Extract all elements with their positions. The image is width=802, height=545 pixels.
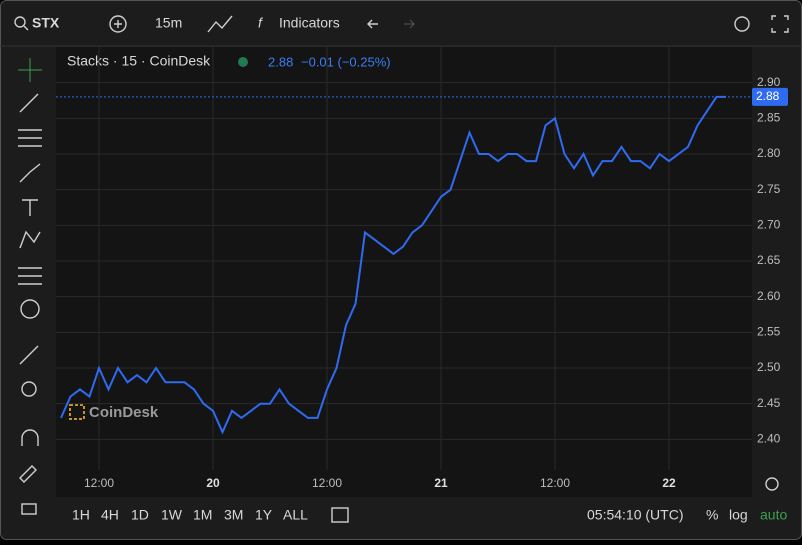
left-toolbar: [18, 58, 42, 515]
y-tick-label: 2.75: [757, 182, 781, 196]
crosshair-tool[interactable]: [18, 58, 42, 82]
watermark-logo: [69, 404, 85, 420]
date-range-icon[interactable]: [331, 507, 349, 523]
emoji-tool[interactable]: [20, 299, 40, 319]
pattern-tool[interactable]: [19, 230, 41, 249]
lock-draw-tool[interactable]: [19, 465, 37, 483]
y-tick-label: 2.45: [757, 396, 781, 410]
y-tick-label: 2.50: [757, 360, 781, 374]
y-tick-label: 2.85: [757, 111, 781, 125]
magnet-tool[interactable]: [21, 429, 39, 446]
fib-tool[interactable]: [18, 129, 42, 147]
watermark: CoinDesk: [89, 404, 159, 421]
y-tick-label: 2.70: [757, 218, 781, 232]
ruler-tool[interactable]: [19, 345, 39, 365]
legend-price: 2.88: [268, 54, 293, 69]
x-tick-label: 12:00: [84, 476, 114, 490]
y-tick-label: 2.90: [757, 75, 781, 89]
x-tick-label: 22: [662, 476, 676, 490]
last-price-badge: [752, 87, 788, 106]
search-icon: [23, 25, 29, 31]
x-tick-label: 12:00: [312, 476, 342, 490]
legend-change: −0.01 (−0.25%): [301, 54, 391, 69]
range-button[interactable]: 1M: [193, 507, 212, 523]
redo-icon: [404, 19, 415, 29]
log-toggle[interactable]: log: [729, 507, 748, 523]
percent-toggle[interactable]: %: [706, 507, 718, 523]
zoom-tool[interactable]: [21, 381, 37, 397]
text-tool[interactable]: [22, 199, 38, 216]
legend-title: Stacks · 15 · CoinDesk: [67, 53, 211, 69]
range-button[interactable]: 4H: [101, 507, 119, 523]
x-tick-label: 21: [434, 476, 448, 490]
add-icon: [114, 20, 122, 28]
lock-tool[interactable]: [21, 503, 37, 515]
indicators[interactable]: Indicators: [279, 15, 340, 31]
auto-toggle[interactable]: auto: [760, 507, 787, 523]
add-icon[interactable]: [109, 15, 127, 33]
search-icon[interactable]: [14, 16, 26, 28]
range-button[interactable]: 1Y: [255, 507, 273, 523]
y-tick-label: 2.55: [757, 325, 781, 339]
y-tick-label: 2.40: [757, 431, 781, 445]
plot-bg: [56, 47, 752, 497]
clock: 05:54:10 (UTC): [587, 507, 683, 523]
y-tick-label: 2.60: [757, 289, 781, 303]
last-price-label: 2.88: [756, 89, 780, 103]
prediction-tool[interactable]: [18, 267, 42, 285]
range-button[interactable]: ALL: [283, 507, 308, 523]
brush-tool[interactable]: [19, 163, 41, 183]
y-tick-label: 2.80: [757, 146, 781, 160]
y-tick-label: 2.65: [757, 253, 781, 267]
x-tick-label: 20: [206, 476, 220, 490]
price-line: [60, 95, 726, 435]
fx-icon[interactable]: f: [258, 15, 264, 31]
settings-icon[interactable]: [734, 16, 750, 32]
line-tool[interactable]: [19, 93, 39, 113]
fullscreen-icon[interactable]: [771, 15, 789, 33]
symbol[interactable]: STX: [32, 15, 60, 31]
undo-icon[interactable]: [367, 19, 378, 29]
axis-settings-icon[interactable]: [765, 477, 779, 491]
range-button[interactable]: 1W: [161, 507, 183, 523]
range-button[interactable]: 1H: [72, 507, 90, 523]
status-dot: [238, 57, 248, 67]
chart-type-icon[interactable]: [207, 15, 233, 33]
interval[interactable]: 15m: [155, 15, 182, 31]
range-button[interactable]: 3M: [224, 507, 243, 523]
x-tick-label: 12:00: [540, 476, 570, 490]
range-button[interactable]: 1D: [131, 507, 149, 523]
